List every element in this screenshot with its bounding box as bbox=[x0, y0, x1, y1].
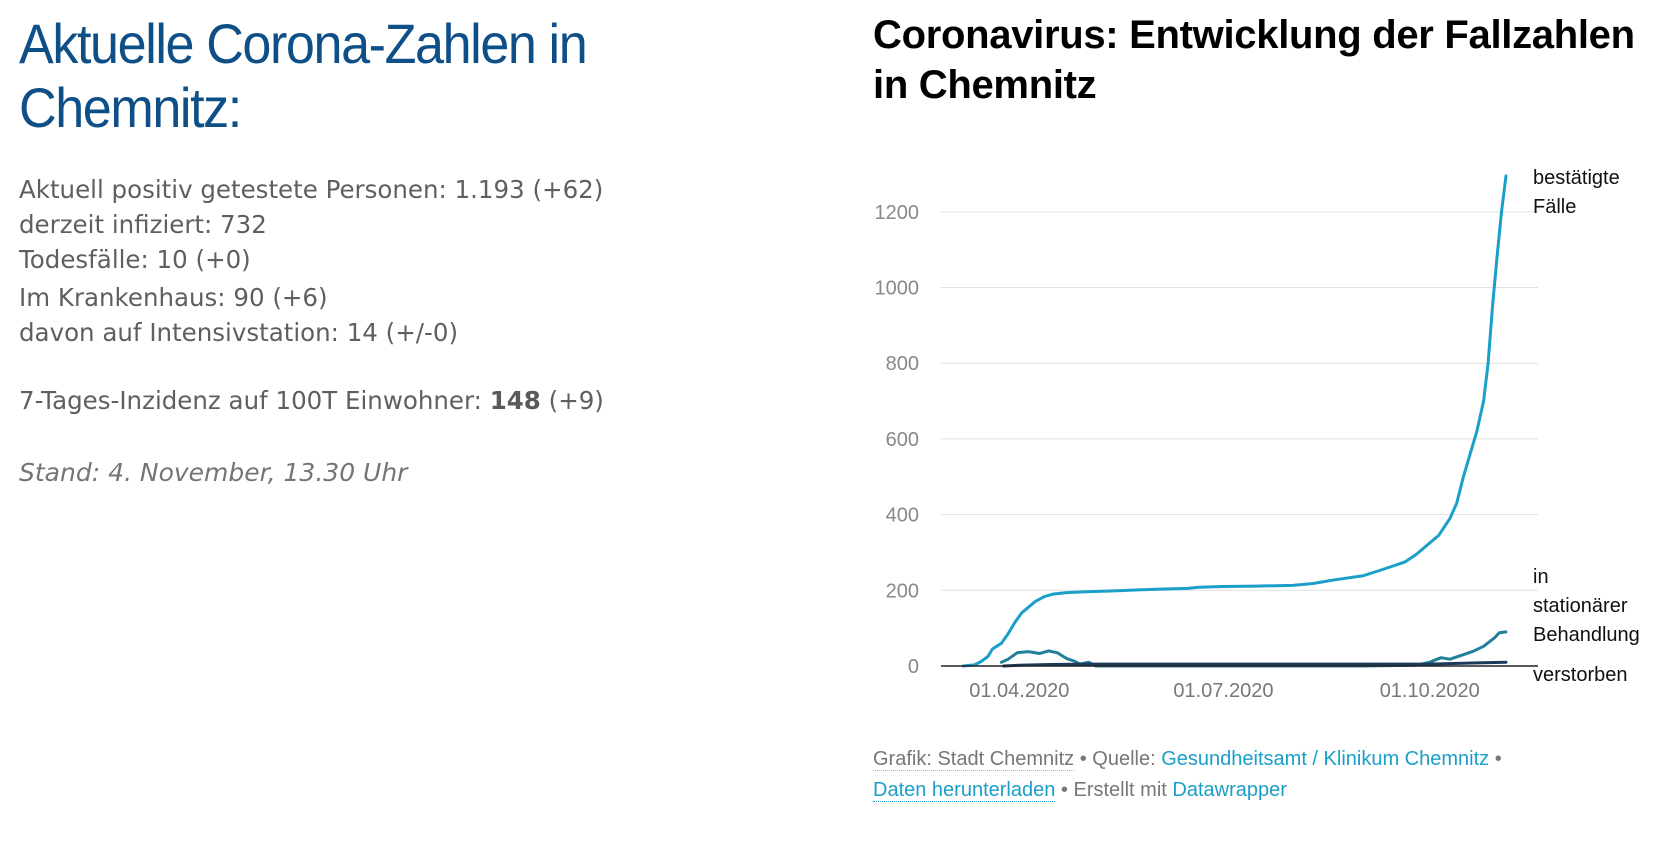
series-label: stationärer bbox=[1533, 595, 1628, 617]
series-line-1 bbox=[999, 630, 1508, 668]
stat-positive: Aktuell positiv getestete Personen: 1.19… bbox=[19, 175, 604, 204]
stat-hospital: Im Krankenhaus: 90 (+6) bbox=[19, 283, 328, 312]
stat-deaths: Todesfälle: 10 (+0) bbox=[19, 245, 251, 274]
y-tick-label: 200 bbox=[886, 580, 919, 602]
series-label: verstorben bbox=[1533, 664, 1628, 686]
y-tick-label: 1200 bbox=[875, 202, 920, 224]
footer-grafik: Grafik: Stadt Chemnitz bbox=[873, 748, 1075, 771]
series-label: in bbox=[1533, 566, 1549, 588]
footer-line-2: Daten herunterladen • Erstellt mit Dataw… bbox=[873, 775, 1502, 806]
line-chart: 0 200 400 600 800 1000 1200 01.04.2020 01.07.202… bbox=[875, 167, 1640, 702]
incidence-change: (+9) bbox=[540, 386, 604, 415]
y-tick-label: 1000 bbox=[875, 278, 920, 300]
stat-incidence: 7-Tages-Inzidenz auf 100T Einwohner: 148… bbox=[19, 383, 839, 418]
stand-timestamp: Stand: 4. November, 13.30 Uhr bbox=[19, 458, 408, 487]
y-tick-label: 0 bbox=[908, 656, 919, 678]
footer-source-link[interactable]: Gesundheitsamt / Klinikum Chemnitz bbox=[1161, 748, 1490, 770]
y-tick-label: 600 bbox=[886, 429, 919, 451]
stat-infected: derzeit infiziert: 732 bbox=[19, 210, 267, 239]
incidence-value: 148 bbox=[489, 386, 541, 415]
stats-panel: Aktuelle Corona-Zahlen in Chemnitz: Aktu… bbox=[19, 0, 839, 487]
incidence-label: 7-Tages-Inzidenz auf 100T Einwohner: bbox=[19, 386, 490, 415]
footer-line-1: Grafik: Stadt Chemnitz • Quelle: Gesundh… bbox=[873, 744, 1502, 775]
series-label: Behandlung bbox=[1533, 624, 1640, 646]
chart-title: Coronavirus: Entwicklung der Fallzahlen … bbox=[873, 13, 1635, 107]
series-line-2 bbox=[1002, 660, 1508, 668]
series-label: Fälle bbox=[1533, 196, 1576, 218]
footer-sep-3: • Erstellt mit bbox=[1055, 779, 1173, 801]
footer-sep-2: • bbox=[1489, 748, 1502, 770]
stat-icu: davon auf Intensivstation: 14 (+/-0) bbox=[19, 318, 459, 347]
y-tick-label: 400 bbox=[886, 505, 919, 527]
chart-panel: Coronavirus: Entwicklung der Fallzahlen … bbox=[873, 0, 1663, 842]
x-tick-label: 01.10.2020 bbox=[1380, 680, 1480, 702]
series-line-0 bbox=[961, 174, 1508, 668]
stats-list: Aktuell positiv getestete Personen: 1.19… bbox=[19, 172, 839, 418]
chart-footer: Grafik: Stadt Chemnitz • Quelle: Gesundh… bbox=[873, 744, 1502, 806]
download-data-link[interactable]: Daten herunterladen bbox=[873, 779, 1056, 802]
datawrapper-link[interactable]: Datawrapper bbox=[1172, 779, 1287, 801]
x-tick-label: 01.04.2020 bbox=[969, 680, 1069, 702]
series-label: bestätigte bbox=[1533, 167, 1620, 189]
page-title: Aktuelle Corona-Zahlen in Chemnitz: bbox=[19, 12, 588, 139]
y-tick-label: 800 bbox=[886, 353, 919, 375]
footer-sep-1: • Quelle: bbox=[1074, 748, 1162, 770]
x-tick-label: 01.07.2020 bbox=[1173, 680, 1273, 702]
